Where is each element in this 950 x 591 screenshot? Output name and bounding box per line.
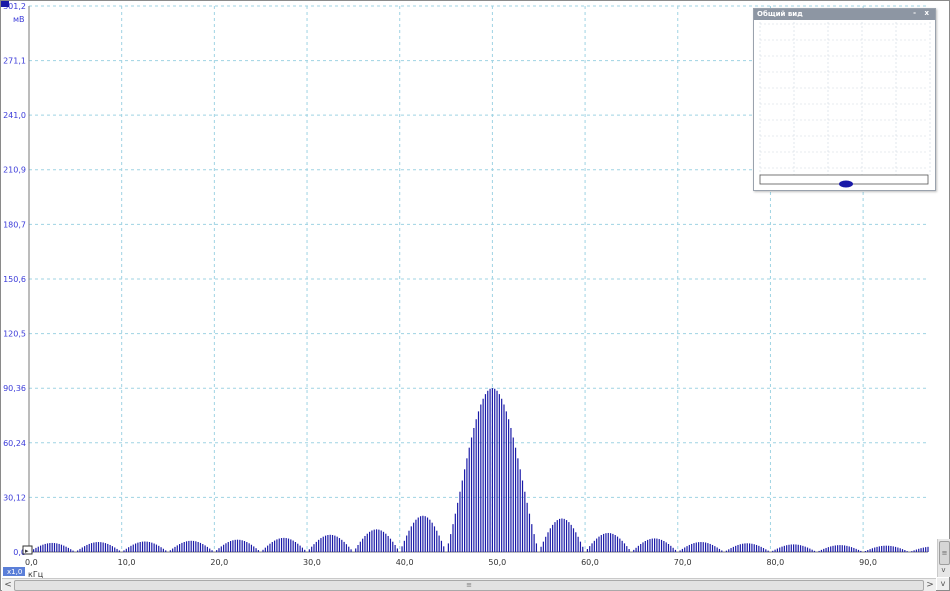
x-tick-label: 40,0 [396,558,414,567]
overview-titlebar[interactable]: Общий вид - x [754,9,935,20]
zoom-toggle-icon: ▸ [25,547,29,555]
y-tick-label: 30,12 [3,493,26,502]
zoom-toggle-button[interactable] [22,545,33,555]
overview-grid [759,22,931,175]
scale-badge-bg[interactable] [3,567,25,576]
scroll-down-arrow[interactable]: v [941,566,946,574]
y-tick-label: 90,36 [3,384,26,393]
scale-badge: x1,0 [7,568,22,576]
y-tick-label: 271,1 [3,57,26,66]
scroll-left-arrow[interactable]: < [4,580,12,590]
x-tick-label: 30,0 [303,558,321,567]
overview-title: Общий вид [757,10,803,18]
y-tick-label: 210,9 [3,166,26,175]
horizontal-scrollbar[interactable]: < ≡ > [2,578,936,591]
y-tick-label: 0,0 [13,548,26,557]
overview-window-controls[interactable]: - x [913,9,932,17]
x-tick-label: 0,0 [25,558,38,567]
x-unit-label: кГц [28,570,44,579]
y-axis-ticks: 0,0 30,12 60,24 90,36 120,5 150,6 180,7 210,9 24… [3,2,26,557]
x-tick-label: 60,0 [581,558,599,567]
x-tick-label: 70,0 [674,558,692,567]
x-tick-label: 20,0 [210,558,228,567]
y-axis-marker [1,1,9,7]
horizontal-scroll-thumb[interactable]: ≡ [14,580,924,591]
corner-scroll-button[interactable]: v [937,578,949,590]
overview-plot[interactable] [754,20,935,190]
y-tick-label: 60,24 [3,439,26,448]
y-tick-label: 180,7 [3,220,26,229]
x-tick-label: 10,0 [118,558,136,567]
overview-window[interactable]: Общий вид - x [753,8,936,191]
scroll-right-arrow[interactable]: > [926,580,934,590]
y-unit-label: мВ [13,15,25,24]
vertical-scroll-thumb[interactable]: ≡ [939,541,950,565]
x-tick-label: 80,0 [766,558,784,567]
x-tick-label: 50,0 [488,558,506,567]
spectrum-bars [30,388,929,552]
y-tick-label: 241,0 [3,111,26,120]
x-tick-label: 90,0 [859,558,877,567]
vertical-scrollbar[interactable]: ≡ v [937,539,950,577]
y-tick-label: 120,5 [3,330,26,339]
y-tick-label: 150,6 [3,275,26,284]
x-axis-ticks: 0,0 10,0 20,0 30,0 40,0 50,0 60,0 70,0 80,0 90,0 [25,558,877,567]
overview-peak-mark [839,180,853,188]
y-tick-label: 301,2 [3,2,26,11]
